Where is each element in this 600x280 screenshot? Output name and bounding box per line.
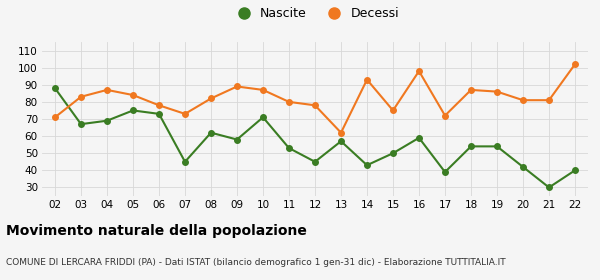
Text: Movimento naturale della popolazione: Movimento naturale della popolazione — [6, 224, 307, 238]
Legend: Nascite, Decessi: Nascite, Decessi — [226, 2, 404, 25]
Text: COMUNE DI LERCARA FRIDDI (PA) - Dati ISTAT (bilancio demografico 1 gen-31 dic) -: COMUNE DI LERCARA FRIDDI (PA) - Dati IST… — [6, 258, 506, 267]
